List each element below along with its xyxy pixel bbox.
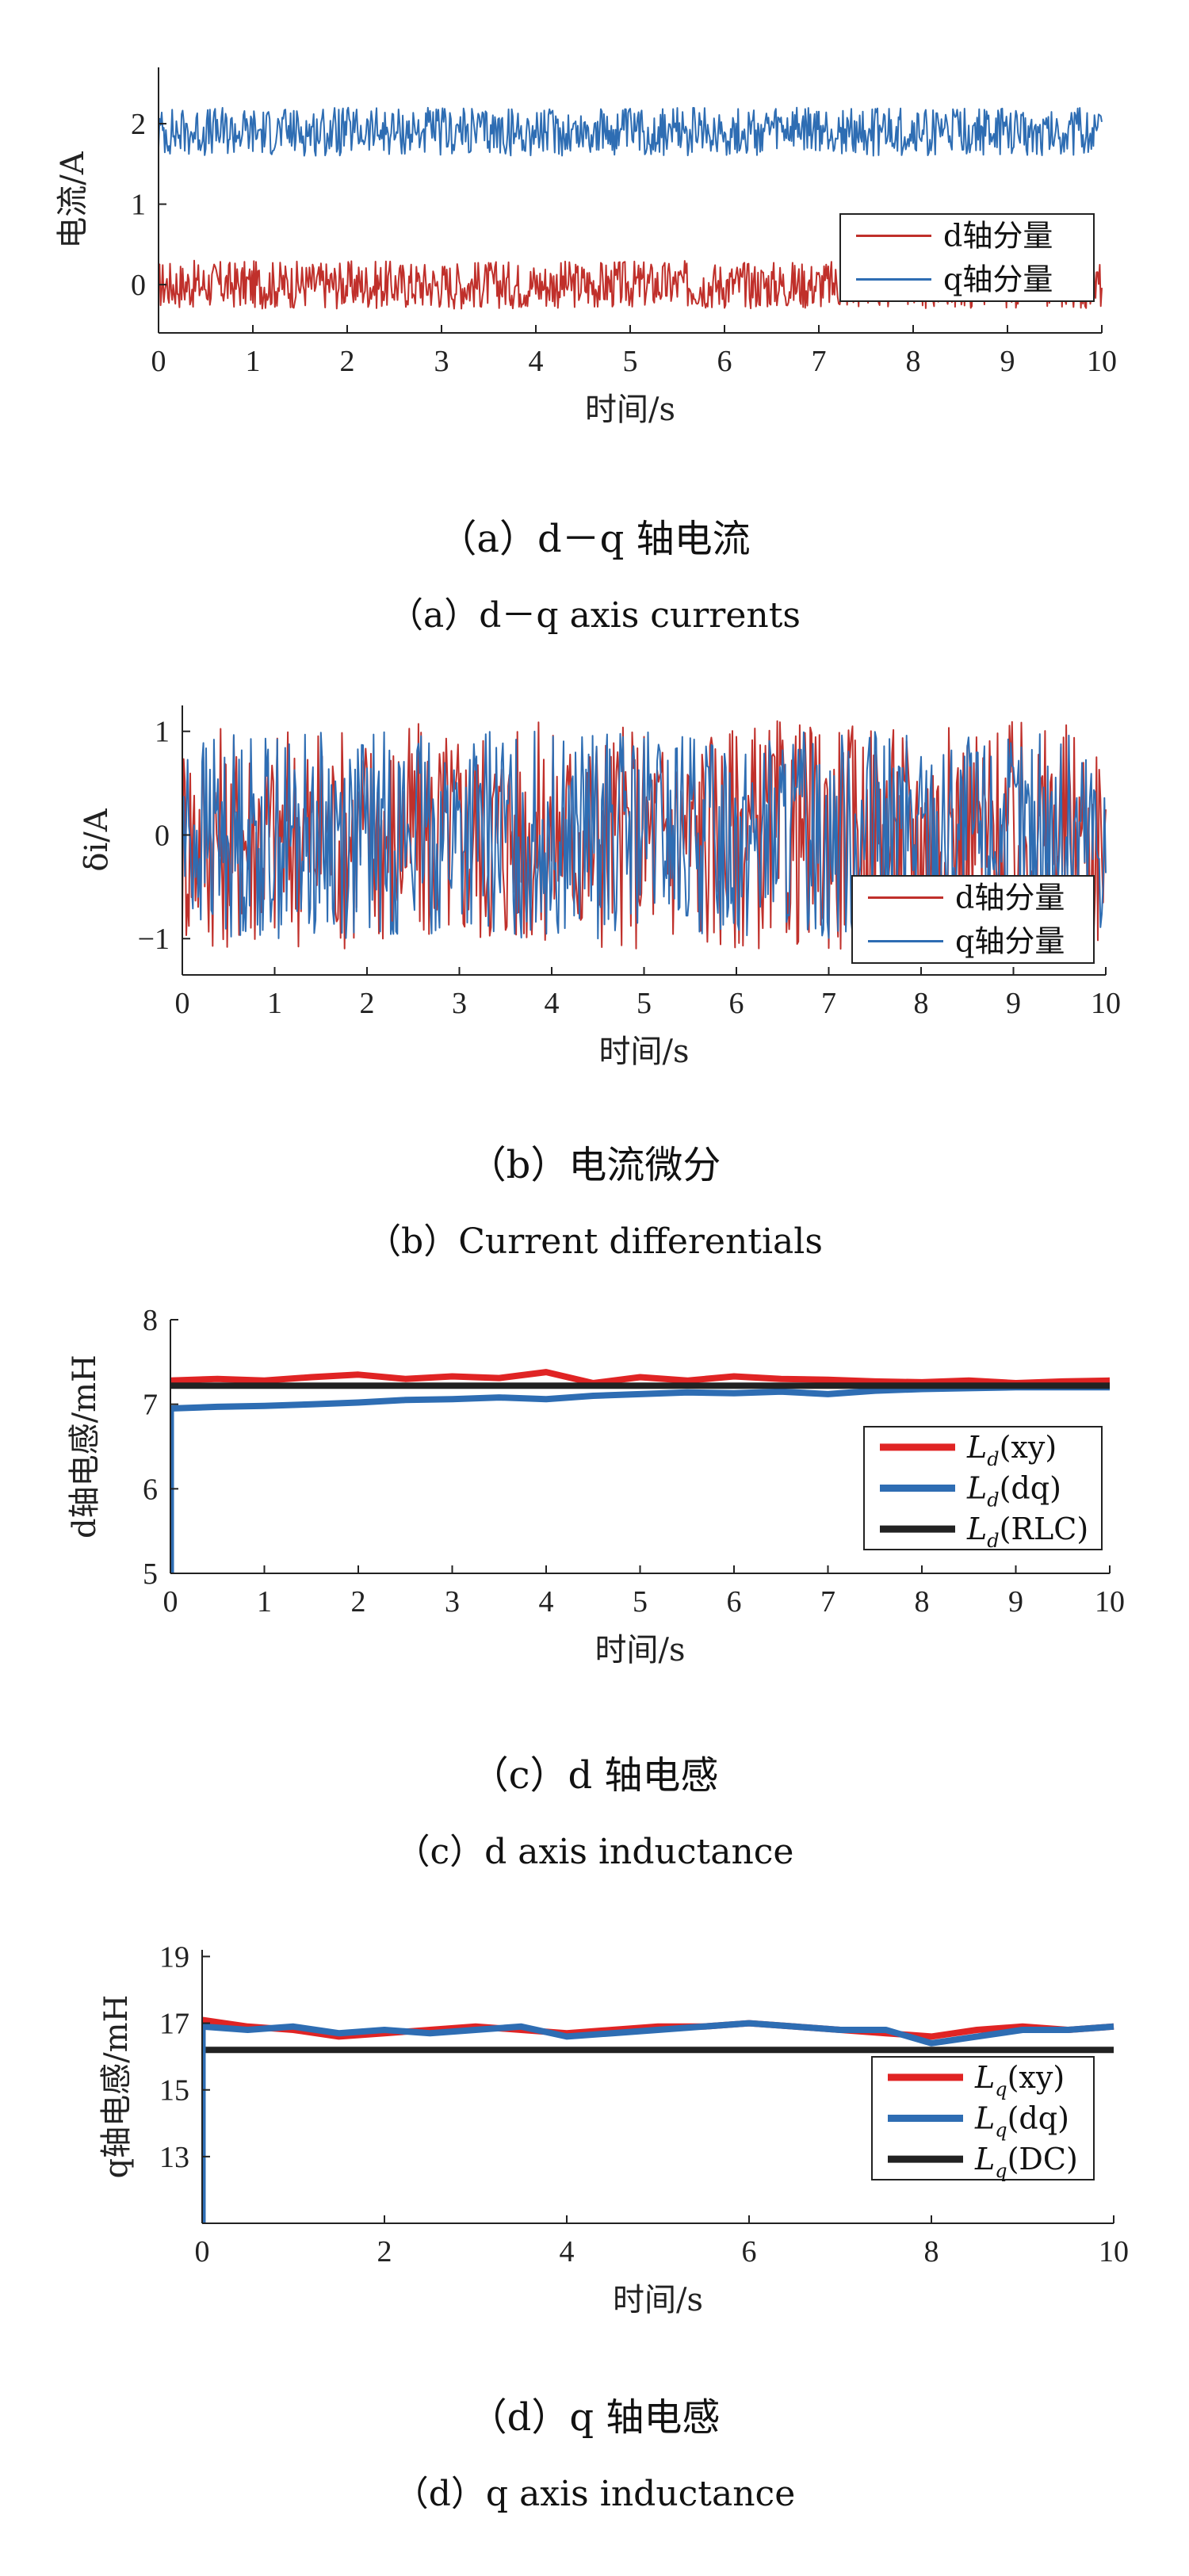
x-tick-label: 0 <box>151 345 166 378</box>
caption-c-cn: （c）d 轴电感 <box>470 1753 719 1798</box>
x-tick-label: 10 <box>1095 1585 1125 1619</box>
y-tick-label: 2 <box>131 108 146 141</box>
legend-label: d轴分量 <box>955 881 1065 915</box>
y-tick-label: 1 <box>131 189 146 222</box>
x-tick-label: 10 <box>1091 987 1121 1020</box>
x-tick-label: 9 <box>1000 345 1015 378</box>
chart-3: 0 2 4 6 8 10 13 15 17 19 时间/s q轴电感/mH Lq(xy)Lq(dq)Lq… <box>98 1940 1129 2318</box>
legend-box <box>839 213 1095 302</box>
x-tick-label: 3 <box>445 1585 460 1619</box>
x-tick-label: 6 <box>727 1585 742 1619</box>
caption-c-en: （c）d axis inductance <box>395 1832 794 1872</box>
x-tick-label: 5 <box>633 1585 648 1619</box>
y-axis-label: δi/A <box>78 808 115 871</box>
y-tick-label: 8 <box>143 1304 158 1337</box>
series-line-1 <box>158 106 1103 157</box>
x-tick-label: 2 <box>360 987 375 1020</box>
series-line-1 <box>182 730 1107 940</box>
y-tick-label: 1 <box>155 716 170 749</box>
y-tick-label: 19 <box>159 1940 189 1974</box>
y-axis-label: d轴电感/mH <box>67 1355 103 1538</box>
y-tick-label: 7 <box>143 1389 158 1422</box>
y-tick-label: 13 <box>159 2141 189 2174</box>
x-tick-label: 10 <box>1087 345 1117 378</box>
legend-label: Ld(dq) <box>966 1471 1061 1512</box>
x-axis-label: 时间/s <box>585 392 675 428</box>
x-tick-label: 4 <box>545 987 560 1020</box>
x-tick-label: 9 <box>1008 1585 1023 1619</box>
x-tick-label: 4 <box>560 2235 575 2268</box>
series-line-1 <box>201 2020 1114 2047</box>
x-tick-label: 8 <box>914 987 929 1020</box>
x-tick-label: 2 <box>340 345 355 378</box>
y-tick-label: −1 <box>138 923 170 956</box>
caption-d-cn: （d）q 轴电感 <box>468 2395 721 2440</box>
x-axis-label: 时间/s <box>594 1632 685 1668</box>
y-tick-label: 6 <box>143 1473 158 1506</box>
x-tick-label: 8 <box>924 2235 939 2268</box>
y-tick-label: 0 <box>155 819 170 852</box>
legend-label: Ld(xy) <box>966 1430 1057 1470</box>
x-tick-label: 0 <box>195 2235 210 2268</box>
legend-label: d轴分量 <box>943 219 1053 254</box>
chart-0: 0 1 2 3 4 5 6 7 8 9 10 0 1 2 时间/s 电流/A d轴分量 q轴分量 <box>55 67 1117 428</box>
x-tick-label: 7 <box>821 987 836 1020</box>
y-axis-label: 电流/A <box>55 151 91 248</box>
x-tick-label: 9 <box>1006 987 1021 1020</box>
x-tick-label: 1 <box>257 1585 272 1619</box>
y-tick-label: 0 <box>131 269 146 302</box>
series-line-1 <box>170 1384 1110 1412</box>
caption-d-en: （d）q axis inductance <box>393 2474 796 2514</box>
series-line-0 <box>201 2016 1114 2040</box>
caption-b-cn: （b）电流微分 <box>468 1143 721 1187</box>
x-tick-label: 4 <box>539 1585 554 1619</box>
x-tick-label: 8 <box>906 345 921 378</box>
x-tick-label: 6 <box>717 345 732 378</box>
y-tick-label: 15 <box>159 2074 189 2108</box>
caption-b-en: （b）Current differentials <box>366 1221 823 1262</box>
x-tick-label: 2 <box>351 1585 366 1619</box>
series-line-0 <box>170 1369 1111 1386</box>
caption-a-cn: （a）d－q 轴电流 <box>438 517 751 561</box>
chart-2: 0 1 2 3 4 5 6 7 8 9 10 5 6 7 8 时间/s d轴电感/mH Ld(xy)Ld(dq)L… <box>67 1304 1125 1668</box>
x-tick-label: 5 <box>623 345 638 378</box>
x-tick-label: 6 <box>729 987 744 1020</box>
x-tick-label: 6 <box>742 2235 757 2268</box>
y-tick-label: 17 <box>159 2008 189 2041</box>
x-tick-label: 0 <box>175 987 190 1020</box>
x-tick-label: 3 <box>434 345 449 378</box>
x-tick-label: 7 <box>812 345 827 378</box>
legend-label: Lq(DC) <box>974 2142 1078 2182</box>
caption-a-en: （a）d－q axis currents <box>388 595 801 636</box>
legend-label: Lq(xy) <box>974 2060 1065 2100</box>
legend-label: Ld(RLC) <box>966 1512 1088 1552</box>
legend-label: q轴分量 <box>943 262 1053 297</box>
x-tick-label: 1 <box>246 345 261 378</box>
x-axis-label: 时间/s <box>613 2282 703 2318</box>
x-tick-label: 0 <box>163 1585 178 1619</box>
y-tick-label: 5 <box>143 1557 158 1591</box>
x-tick-label: 3 <box>452 987 467 1020</box>
x-tick-label: 7 <box>820 1585 835 1619</box>
x-tick-label: 10 <box>1099 2235 1129 2268</box>
legend-label: Lq(dq) <box>974 2101 1069 2142</box>
x-tick-label: 4 <box>529 345 544 378</box>
legend-label: q轴分量 <box>955 924 1065 959</box>
x-tick-label: 8 <box>915 1585 930 1619</box>
x-tick-label: 2 <box>377 2235 392 2268</box>
x-tick-label: 1 <box>267 987 282 1020</box>
x-tick-label: 5 <box>637 987 652 1020</box>
y-axis-label: q轴电感/mH <box>98 1995 135 2179</box>
x-axis-label: 时间/s <box>598 1034 689 1070</box>
legend-box <box>851 875 1095 964</box>
